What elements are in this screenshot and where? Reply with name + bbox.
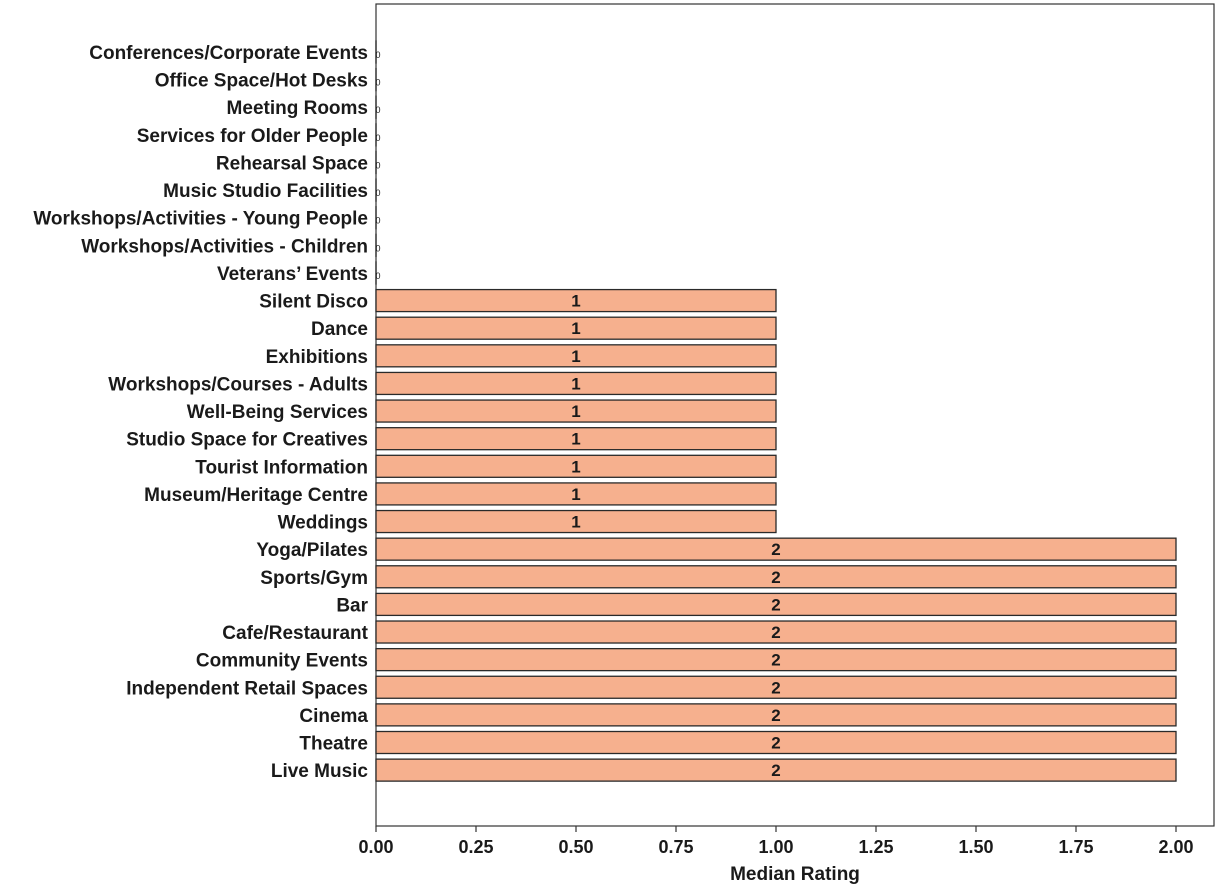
x-axis-ticks: 0.00 0.25 0.50 0.75 1.00 1.25 1.50 1.75 2.00 — [358, 826, 1194, 857]
bar — [375, 675, 1177, 699]
bar-value-label: 1 — [571, 374, 580, 393]
category-label: Sports/Gym — [260, 568, 368, 589]
bar — [375, 399, 777, 423]
x-axis-title: Median Rating — [730, 864, 860, 885]
category-label: Dance — [311, 319, 368, 340]
bar-value-label: 2 — [771, 734, 780, 753]
category-label: Cafe/Restaurant — [222, 623, 368, 644]
bars-group: 0 0 0 0 0 0 0 0 0 1 1 1 1 1 1 1 1 1 2 2 2 2 2 2 2 2 2 — [375, 40, 1177, 782]
bar-value-label: 2 — [771, 568, 780, 587]
bar — [375, 288, 777, 313]
bar-value-label: 2 — [771, 678, 780, 697]
bar-value-label: 0 — [375, 188, 380, 198]
bar-value-label: 1 — [571, 457, 580, 476]
x-tick-label: 0.00 — [358, 837, 393, 857]
category-label: Live Music — [271, 761, 369, 782]
bar-value-label: 1 — [571, 292, 580, 311]
category-label: Studio Space for Creatives — [126, 430, 368, 451]
category-label: Museum/Heritage Centre — [144, 485, 368, 506]
bar-value-label: 0 — [375, 50, 380, 60]
bar — [375, 482, 777, 506]
bar-value-label: 0 — [375, 271, 380, 281]
bar — [375, 427, 777, 451]
category-label: Veterans’ Events — [217, 264, 368, 285]
bar-value-label: 0 — [375, 105, 380, 115]
bar — [375, 620, 1177, 644]
bar-value-label: 1 — [571, 319, 580, 338]
category-label: Independent Retail Spaces — [126, 678, 368, 699]
x-tick-label: 1.50 — [958, 837, 993, 857]
category-label: Yoga/Pilates — [256, 540, 368, 561]
x-tick-label: 0.50 — [558, 837, 593, 857]
bar-value-label: 2 — [771, 623, 780, 642]
bar-value-label: 2 — [771, 651, 780, 670]
bar — [375, 647, 1177, 672]
category-label: Exhibitions — [266, 347, 368, 368]
bar — [375, 537, 1177, 561]
category-labels: Conferences/Corporate Events Office Space… — [33, 43, 368, 782]
bar — [375, 509, 777, 534]
category-label: Office Space/Hot Desks — [155, 71, 368, 92]
category-label: Workshops/Activities - Children — [81, 236, 368, 257]
category-label: Theatre — [299, 734, 368, 755]
bar — [375, 730, 1177, 755]
x-tick-label: 1.75 — [1058, 837, 1093, 857]
bar — [375, 454, 777, 478]
x-tick-label: 0.75 — [658, 837, 693, 857]
x-tick-label: 2.00 — [1158, 837, 1193, 857]
category-label: Silent Disco — [259, 292, 368, 313]
category-label: Tourist Information — [195, 457, 368, 478]
category-label: Well-Being Services — [187, 402, 368, 423]
bar-value-label: 2 — [771, 595, 780, 614]
x-tick-label: 0.25 — [458, 837, 493, 857]
bar-value-label: 1 — [571, 485, 580, 504]
category-label: Music Studio Facilities — [163, 181, 368, 202]
category-label: Community Events — [196, 651, 368, 672]
bar — [375, 371, 777, 396]
bar-value-label: 2 — [771, 540, 780, 559]
x-tick-label: 1.25 — [858, 837, 893, 857]
bar-value-label: 2 — [771, 706, 780, 725]
bar-value-label: 0 — [375, 216, 380, 226]
category-label: Bar — [336, 595, 368, 616]
bar — [375, 592, 1177, 617]
category-label: Weddings — [278, 513, 368, 534]
category-label: Meeting Rooms — [227, 98, 368, 119]
category-label: Workshops/Activities - Young People — [33, 209, 368, 230]
bar-value-label: 0 — [375, 243, 380, 253]
bar-value-label: 1 — [571, 402, 580, 421]
category-label: Cinema — [299, 706, 368, 727]
bar-value-label: 1 — [571, 347, 580, 366]
category-label: Rehearsal Space — [216, 153, 368, 174]
bar-value-label: 2 — [771, 761, 780, 780]
category-label: Services for Older People — [137, 126, 368, 147]
bar — [375, 316, 777, 340]
bar-value-label: 1 — [571, 513, 580, 532]
bar — [375, 344, 777, 368]
bar-value-label: 0 — [375, 78, 380, 88]
bar-value-label: 1 — [571, 430, 580, 449]
bar-value-label: 0 — [375, 160, 380, 170]
category-label: Workshops/Courses - Adults — [108, 374, 368, 395]
bar — [375, 758, 1177, 782]
bar — [375, 565, 1177, 589]
bar — [375, 703, 1177, 727]
x-tick-label: 1.00 — [758, 837, 793, 857]
category-label: Conferences/Corporate Events — [89, 43, 368, 64]
bar-value-label: 0 — [375, 133, 380, 143]
